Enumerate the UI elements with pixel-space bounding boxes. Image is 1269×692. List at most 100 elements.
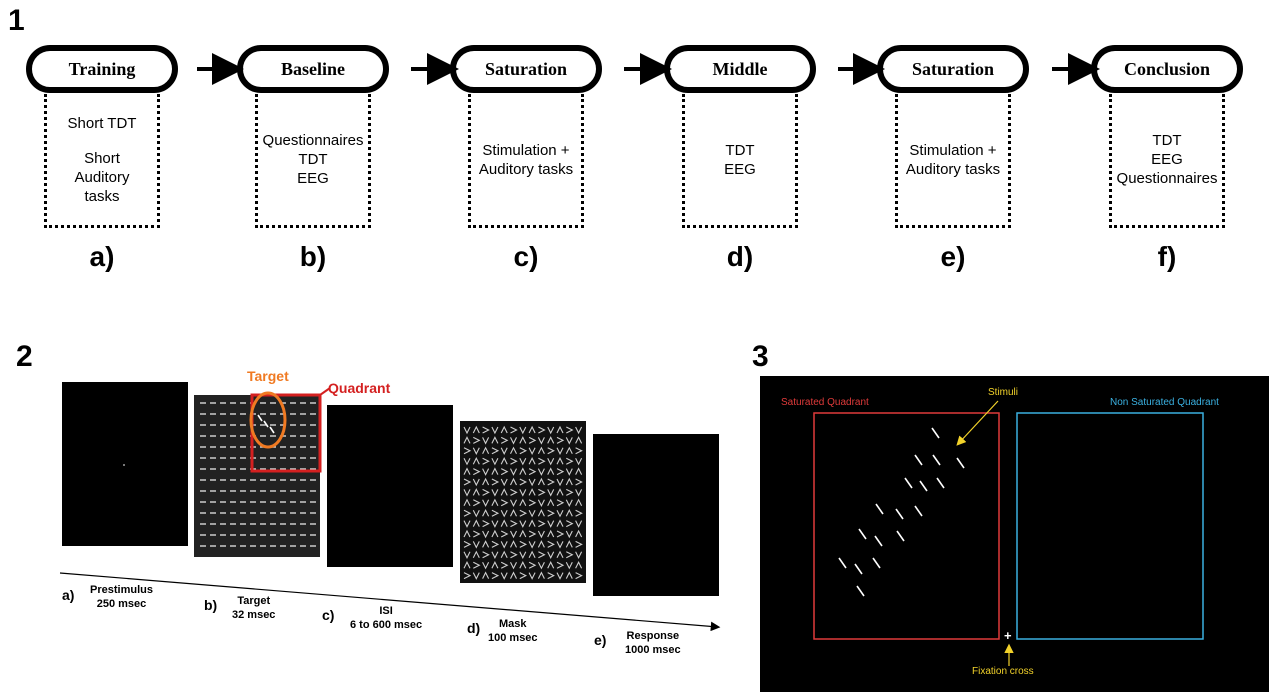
target-screen: [194, 395, 320, 557]
stage-content-line: Questionnaires: [262, 132, 364, 149]
caption-line: Target: [237, 595, 271, 607]
mask-v: [473, 561, 481, 569]
non-saturated-quadrant-box: [1016, 412, 1204, 640]
mask-v: [575, 426, 583, 435]
mask-v: [463, 529, 471, 538]
mask-v: [547, 489, 555, 497]
mask-v: [566, 457, 574, 465]
mask-v: [519, 498, 527, 507]
mask-v: [463, 540, 472, 548]
panel-1-label: 1: [8, 4, 25, 37]
mask-v: [482, 468, 490, 476]
mask-v: [575, 560, 583, 569]
mask-v: [519, 447, 528, 455]
mask-v: [565, 437, 573, 445]
stage-content-line: Short: [84, 149, 120, 167]
stage-content-6: TDT EEG Questionnaires: [1109, 94, 1225, 228]
mask-v: [473, 468, 481, 476]
mask-v: [565, 571, 573, 579]
mask-v: [566, 426, 574, 434]
mask-v: [510, 488, 518, 496]
caption-line: 1000 msec: [625, 644, 681, 656]
mask-v: [538, 426, 546, 434]
stage-content-line: Auditory tasks: [905, 160, 1001, 178]
timeline-axis: [59, 572, 721, 632]
caption-letter: e): [594, 632, 607, 648]
mask-v: [472, 519, 480, 527]
mask-v: [556, 541, 564, 549]
mask-screen: [460, 421, 586, 583]
target-diagonal: [257, 414, 263, 422]
mask-v: [528, 561, 537, 569]
stimulus-line: [895, 508, 904, 520]
stimulus-line: [936, 477, 945, 489]
stimuli-arrow: [956, 400, 999, 446]
mask-v: [482, 530, 490, 539]
stage-title-1: Training: [26, 45, 178, 93]
mask-v: [547, 478, 555, 486]
mask-v: [537, 571, 545, 579]
mask-v: [537, 530, 545, 539]
mask-v: [556, 572, 564, 580]
mask-v: [463, 551, 471, 560]
mask-v: [510, 437, 517, 445]
mask-v: [556, 509, 564, 518]
saturated-quadrant-label: Saturated Quadrant: [781, 397, 869, 408]
mask-v: [500, 468, 509, 476]
mask-v: [575, 467, 583, 475]
stage-content-line: TDT: [725, 141, 755, 159]
mask-v: [575, 498, 583, 507]
mask-v: [472, 541, 480, 549]
mask-v: [510, 540, 517, 548]
mask-v: [575, 447, 583, 455]
mask-v: [500, 519, 508, 527]
mask-v: [491, 436, 499, 444]
mask-v: [556, 478, 564, 487]
stimulus-line: [932, 454, 941, 466]
mask-v: [547, 529, 555, 538]
mask-v: [482, 446, 490, 455]
stimulus-line: [858, 528, 867, 540]
mask-v: [491, 447, 500, 455]
mask-v: [556, 550, 564, 559]
mask-v: [510, 457, 518, 465]
mask-v: [565, 499, 573, 508]
mask-v: [575, 551, 583, 560]
stimulus-line: [904, 477, 913, 489]
stage-letter-4: d): [726, 241, 754, 272]
stage-content-line: EEG: [724, 160, 756, 178]
mask-v: [510, 499, 517, 508]
caption-line: 32 msec: [232, 609, 276, 621]
mask-v: [491, 457, 499, 466]
mask-v: [463, 426, 471, 435]
caption-line: 100 msec: [488, 632, 538, 644]
stage-letter-6: f): [1157, 241, 1177, 272]
mask-v: [491, 509, 500, 517]
caption-letter: c): [322, 607, 335, 623]
mask-v: [547, 509, 555, 517]
mask-v: [528, 436, 537, 444]
mask-v: [463, 489, 471, 497]
mask-v: [556, 530, 565, 538]
mask-v: [491, 560, 499, 569]
mask-v: [519, 529, 527, 538]
mask-v: [463, 447, 472, 455]
mask-v: [482, 520, 490, 528]
mask-v: [519, 509, 528, 517]
mask-v: [565, 530, 573, 539]
mask-v: [472, 447, 480, 456]
mask-v: [575, 529, 583, 538]
mask-v: [528, 541, 536, 549]
mask-v: [482, 561, 490, 570]
mask-v: [500, 572, 508, 580]
mask-v: [547, 467, 555, 475]
stimulus-line: [914, 454, 923, 466]
target-texture: [200, 402, 316, 547]
stage-title-3: Saturation: [450, 45, 602, 93]
mask-v: [500, 425, 508, 434]
mask-v: [500, 436, 509, 444]
mask-v: [565, 508, 573, 517]
mask-v: [482, 508, 490, 517]
stage-letter-3: c): [513, 241, 539, 272]
mask-v: [547, 498, 555, 507]
